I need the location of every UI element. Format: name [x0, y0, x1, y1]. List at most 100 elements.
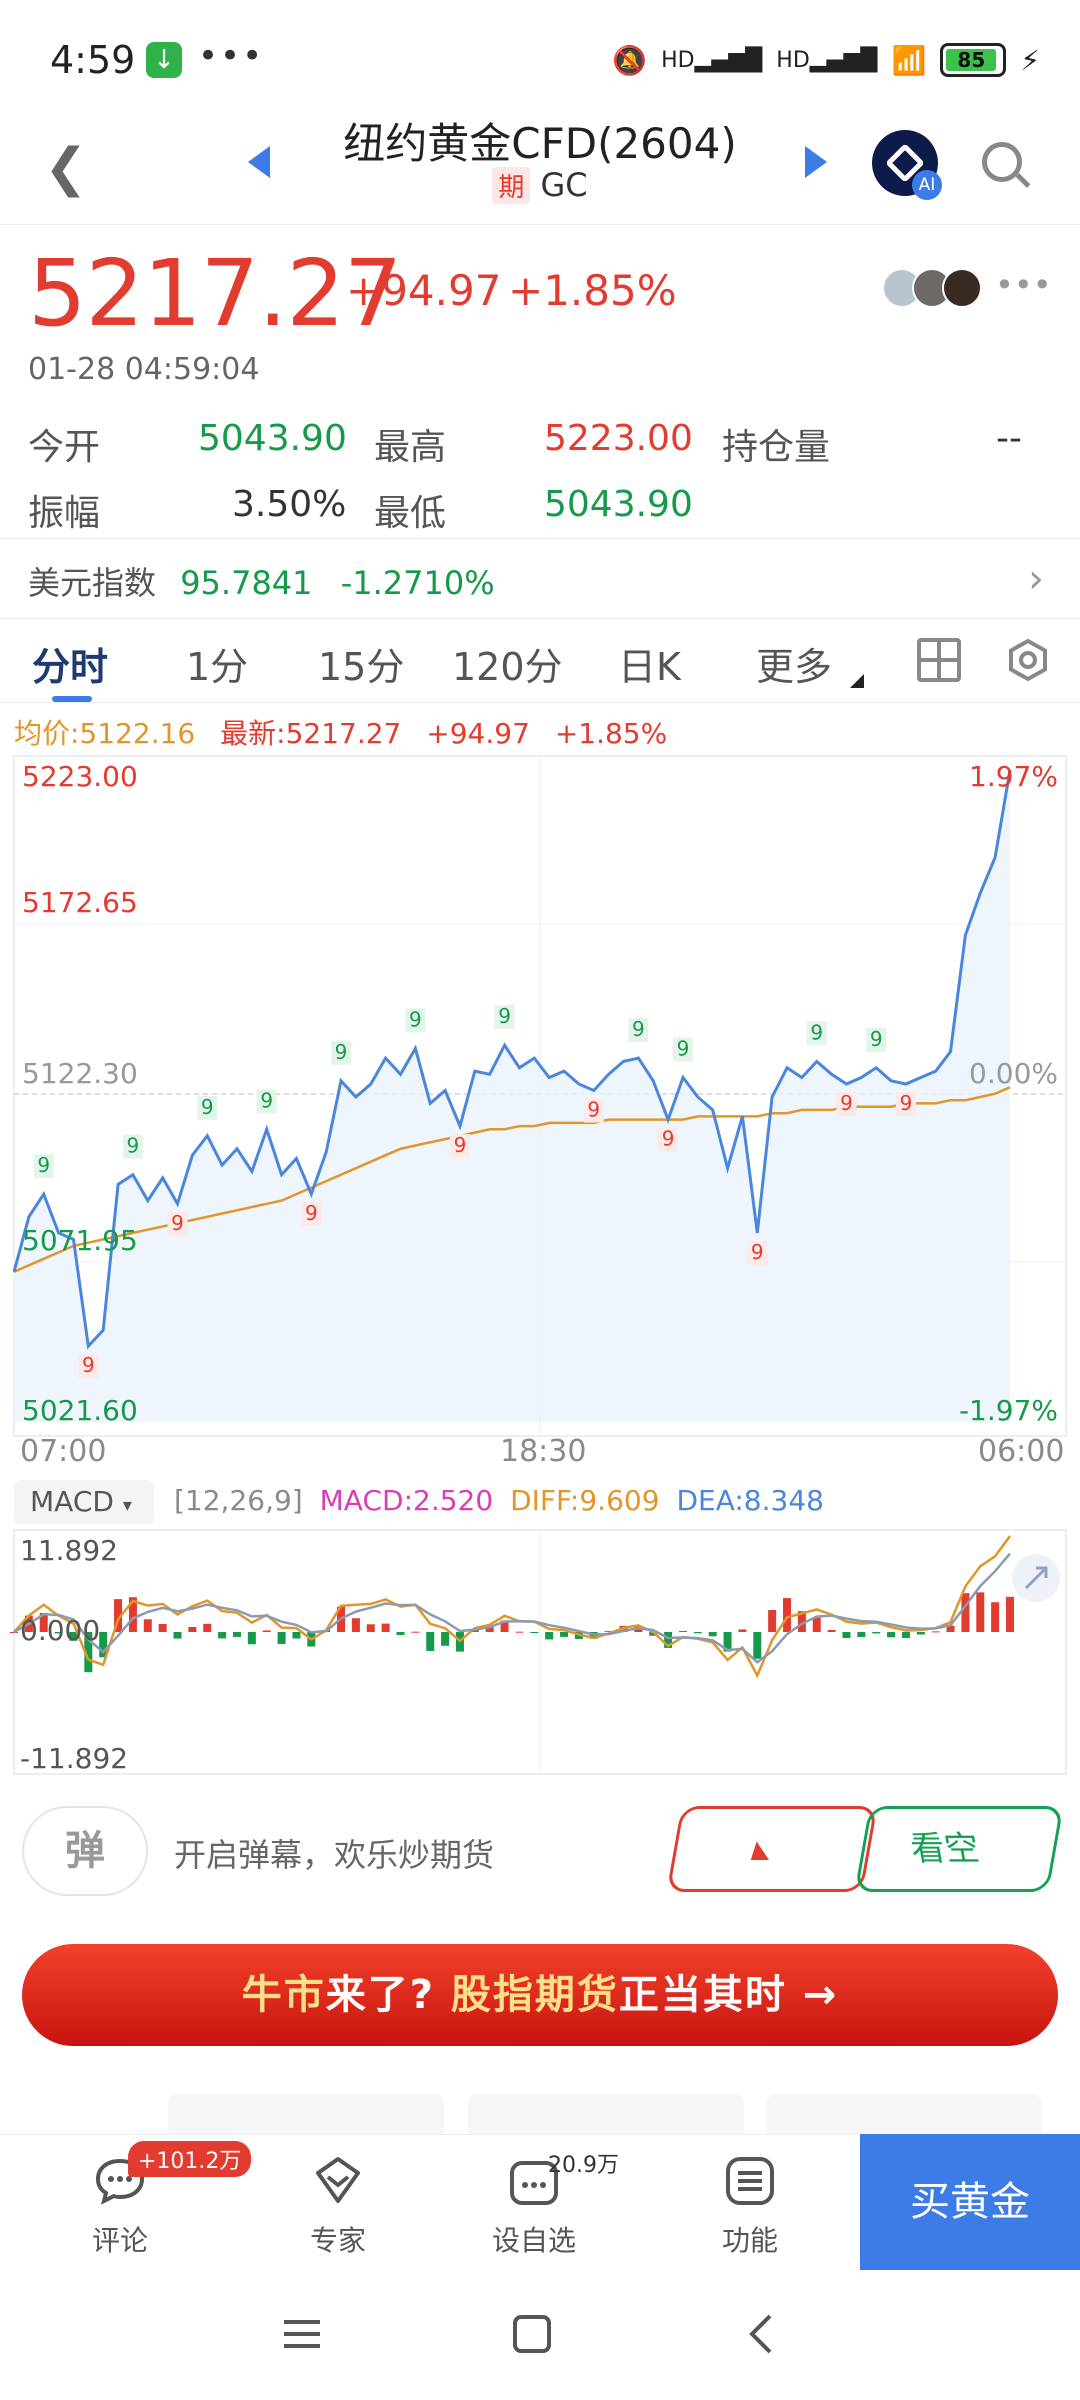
danmu-toggle-button[interactable]: 弹: [22, 1806, 148, 1896]
signal-marker-bg: [494, 1005, 515, 1030]
signal-icon: HD▂▄▆█: [661, 47, 763, 73]
signal-marker-bg: [628, 1018, 649, 1043]
macd-bar: [262, 1630, 271, 1632]
macd-bar: [901, 1632, 910, 1638]
back-icon[interactable]: ❮: [44, 138, 88, 198]
home-icon[interactable]: [510, 2312, 554, 2356]
macd-bar: [500, 1620, 509, 1632]
tab-more[interactable]: 更多: [756, 645, 833, 689]
signal-marker: 9: [870, 1027, 883, 1051]
code-text: GC: [540, 166, 588, 204]
x-tick-mid: 18:30: [500, 1434, 587, 1469]
signal-marker: 9: [82, 1353, 95, 1377]
macd-bar: [69, 1632, 78, 1641]
divider: [0, 702, 1080, 703]
macd-bar: [545, 1632, 554, 1640]
macd-bar: [887, 1632, 896, 1638]
intraday-chart[interactable]: 9 9 9 9 9 9 9 9 9 9 9 9 9 9 9 9 9 9 9 9 5223.00 5172.65 512…: [0, 750, 1080, 1440]
nav-functions-label: 功能: [721, 2224, 778, 2257]
signal-marker: 9: [260, 1088, 273, 1112]
macd-bar: [812, 1617, 821, 1632]
signal-marker-bg: [836, 1092, 857, 1117]
change-pct-info: +1.85%: [554, 717, 668, 750]
y-tick-mid: 5122.30: [22, 1057, 138, 1090]
nav-watchlist[interactable]: 设自选: [454, 2135, 614, 2271]
indicator-name: MACD: [30, 1485, 114, 1518]
macd-bar: [411, 1631, 420, 1633]
macd-bar: [723, 1632, 732, 1652]
price-change-pct: +1.85%: [508, 266, 677, 315]
banner-text-1: 牛市: [241, 1972, 326, 2018]
tab-daily[interactable]: 日K: [618, 645, 681, 689]
signal-marker-bg: [197, 1095, 218, 1120]
macd-chart[interactable]: 11.892 0.000 -11.892: [0, 1528, 1080, 1778]
dropdown-corner-icon: [850, 674, 864, 688]
nav-expert-label: 专家: [309, 2224, 366, 2257]
macd-bar: [188, 1626, 197, 1632]
promo-banner[interactable]: 牛市来了? 股指期货正当其时 →: [22, 1944, 1058, 2046]
comment-count-badge: +101.2万: [128, 2141, 252, 2177]
low-value: 5043.90: [544, 484, 693, 525]
y-tick-2: 5172.65: [22, 886, 138, 919]
next-contract-icon[interactable]: [805, 146, 827, 178]
macd-bar: [1006, 1596, 1014, 1632]
chevron-right-icon[interactable]: ›: [1028, 556, 1044, 602]
banner-text-3: 股指期货: [450, 1972, 619, 2018]
macd-bar: [485, 1627, 494, 1632]
signal-marker-bg: [78, 1354, 99, 1379]
tab-timeshare[interactable]: 分时: [32, 645, 109, 689]
expert-icon: [316, 2157, 360, 2203]
dea-value: DEA:8.348: [676, 1484, 824, 1517]
x-tick-start: 07:00: [20, 1434, 107, 1469]
more-icon[interactable]: •••: [995, 266, 1052, 304]
diff-value: DIFF:9.609: [510, 1484, 660, 1517]
usd-index-value: 95.7841: [180, 564, 313, 602]
nav-comment[interactable]: 评论: [40, 2135, 200, 2271]
charging-icon: ⚡: [1020, 43, 1040, 77]
search-icon[interactable]: [982, 142, 1022, 182]
signal-marker: 9: [171, 1211, 184, 1235]
back-nav-icon[interactable]: [740, 2312, 784, 2356]
menu-icon[interactable]: [280, 2312, 324, 2356]
status-bar: 4:59 ↓ ••• 🔕 HD▂▄▆█ HD▂▄▆█ 📶 85 ⚡: [0, 0, 1080, 120]
bearish-button[interactable]: 看空 ▼: [854, 1806, 1064, 2023]
user-avatars[interactable]: [882, 268, 982, 308]
card-placeholder: [468, 2094, 744, 2134]
tab-120min[interactable]: 120分: [452, 645, 563, 689]
signal-marker-bg: [122, 1134, 143, 1159]
high-label: 最高: [374, 427, 447, 468]
battery-icon: 85: [940, 43, 1007, 77]
settings-icon[interactable]: [1006, 638, 1050, 682]
pct-tick-mid: 0.00%: [969, 1057, 1058, 1090]
page-title: 纽约黄金CFD(2604): [343, 119, 737, 168]
usd-index-row[interactable]: 美元指数 95.7841 -1.2710%: [28, 558, 495, 604]
macd-bar: [753, 1632, 762, 1659]
nav-functions[interactable]: 功能: [670, 2135, 830, 2271]
ai-assistant-icon[interactable]: AI: [872, 130, 942, 200]
pct-tick-low: -1.97%: [959, 1394, 1058, 1427]
tab-1min[interactable]: 1分: [186, 645, 249, 689]
usd-index-label: 美元指数: [28, 564, 157, 602]
signal-icon-2: HD▂▄▆█: [776, 47, 878, 73]
macd-bar: [530, 1632, 539, 1633]
low-label: 最低: [374, 493, 447, 534]
macd-bar: [351, 1618, 360, 1632]
nav-comment-label: 评论: [91, 2224, 148, 2257]
signal-marker: 9: [587, 1097, 600, 1121]
layout-grid-icon[interactable]: [917, 638, 961, 682]
divider: [0, 538, 1080, 539]
macd-bar: [931, 1631, 940, 1633]
tab-15min[interactable]: 15分: [318, 645, 405, 689]
macd-bar: [143, 1619, 152, 1632]
macd-bar: [366, 1624, 375, 1632]
prev-contract-icon[interactable]: [248, 146, 270, 178]
signal-marker: 9: [677, 1037, 690, 1061]
macd-value: MACD:2.520: [319, 1484, 494, 1517]
macd-bar: [693, 1632, 702, 1634]
nav-expert[interactable]: 专家: [258, 2135, 418, 2271]
latest-price-info: 最新:5217.27: [220, 717, 402, 750]
buy-gold-button[interactable]: 买黄金: [860, 2134, 1080, 2270]
indicator-selector[interactable]: MACD ▾: [14, 1480, 154, 1524]
macd-params: [12,26,9]: [174, 1484, 303, 1517]
macd-bar: [426, 1632, 435, 1651]
